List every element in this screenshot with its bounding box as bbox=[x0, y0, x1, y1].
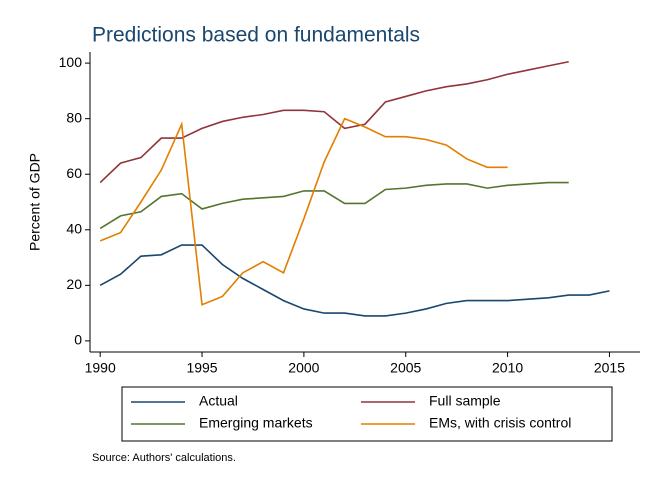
chart-title: Predictions based on fundamentals bbox=[92, 24, 420, 47]
x-tick-label: 2015 bbox=[594, 360, 625, 376]
x-tick-label: 1995 bbox=[186, 360, 217, 376]
legend-label: EMs, with crisis control bbox=[429, 415, 571, 431]
y-tick-label: 20 bbox=[66, 276, 82, 292]
series-line bbox=[99, 181, 569, 230]
legend-label: Actual bbox=[199, 393, 238, 409]
y-tick-label: 80 bbox=[66, 109, 82, 125]
y-tick-label: 40 bbox=[66, 220, 82, 236]
legend-label: Full sample bbox=[429, 393, 501, 409]
x-tick-label: 2005 bbox=[390, 360, 421, 376]
legend-box bbox=[121, 386, 613, 442]
x-tick-label: 1990 bbox=[85, 360, 116, 376]
y-axis-label: Percent of GDP bbox=[27, 153, 43, 251]
x-tick-label: 2000 bbox=[288, 360, 319, 376]
legend-label: Emerging markets bbox=[199, 415, 313, 431]
series-line bbox=[99, 60, 569, 184]
y-tick-label: 0 bbox=[74, 332, 82, 348]
series-line bbox=[99, 117, 508, 306]
series-line bbox=[99, 244, 610, 317]
source-note: Source: Authors' calculations. bbox=[92, 452, 236, 464]
x-tick-label: 2010 bbox=[492, 360, 523, 376]
y-tick-label: 100 bbox=[59, 54, 83, 70]
y-tick-label: 60 bbox=[66, 165, 82, 181]
